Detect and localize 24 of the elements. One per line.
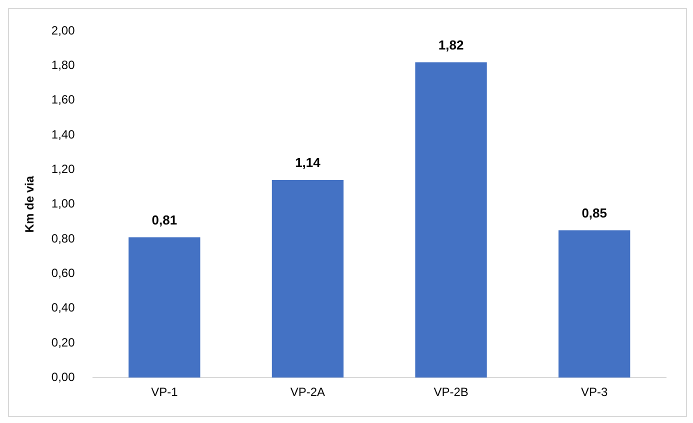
y-tick-label: 0,40	[51, 300, 76, 315]
data-label: 1,82	[438, 37, 464, 52]
y-tick-label: 1,40	[51, 127, 76, 142]
bar	[272, 180, 344, 378]
data-label: 0,85	[582, 205, 607, 220]
data-label: 0,81	[152, 212, 178, 228]
x-tick-label: VP-2B	[434, 385, 468, 400]
x-tick-label: VP-2A	[290, 385, 326, 400]
data-label: 1,14	[295, 155, 322, 170]
y-tick-label: 0,60	[51, 266, 76, 280]
y-tick-label: 1,20	[51, 162, 76, 176]
y-tick-label: 1,00	[51, 196, 76, 211]
y-tick-label: 2,00	[51, 23, 76, 38]
y-axis-title: Km de via	[22, 176, 37, 233]
bar	[128, 237, 200, 378]
x-tick-label: VP-1	[151, 385, 178, 400]
bar	[558, 230, 630, 378]
y-tick-label: 1,80	[51, 58, 76, 72]
x-tick-label: VP-3	[581, 385, 608, 400]
y-tick-label: 1,60	[51, 92, 76, 107]
y-tick-label: 0,00	[51, 370, 76, 384]
y-tick-label: 0,20	[51, 335, 76, 350]
y-tick-label: 0,80	[51, 231, 76, 246]
bar	[415, 62, 487, 378]
